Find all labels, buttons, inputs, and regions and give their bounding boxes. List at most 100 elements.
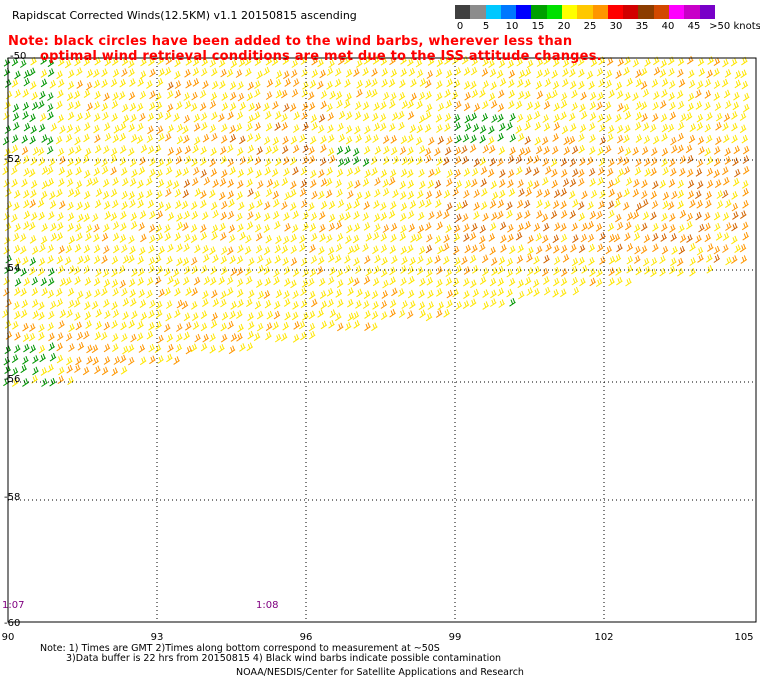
wind-barb [454, 146, 462, 156]
wind-barb [563, 136, 570, 146]
wind-barb [589, 101, 597, 111]
wind-barb [112, 287, 119, 297]
wind-barb [83, 244, 91, 254]
wind-barb [40, 277, 48, 287]
wind-barb [335, 179, 342, 188]
wind-barb [158, 133, 165, 142]
wind-barb [706, 254, 713, 263]
wind-barb [371, 68, 378, 77]
wind-barb [56, 332, 64, 341]
wind-barb [68, 235, 76, 245]
wind-barb [174, 309, 181, 318]
wind-barb [165, 312, 172, 322]
wind-barb [419, 78, 427, 87]
wind-barb [20, 267, 27, 277]
wind-barb [734, 168, 741, 178]
wind-barb [488, 59, 495, 69]
wind-barb [497, 89, 505, 99]
wind-barb [191, 158, 198, 167]
wind-barb [172, 268, 180, 278]
wind-barb [415, 58, 423, 68]
wind-barb [328, 222, 336, 232]
wind-barb [254, 156, 262, 166]
wind-barb [345, 92, 352, 102]
wind-barb [642, 88, 650, 98]
wind-barb [130, 212, 138, 222]
wind-barb [553, 222, 561, 232]
wind-barb [337, 299, 344, 308]
wind-barb [120, 222, 127, 232]
wind-barb [292, 166, 299, 176]
wind-barb [624, 92, 631, 101]
wind-barb [732, 177, 740, 187]
wind-barb [21, 146, 29, 156]
wind-barb [128, 123, 135, 133]
wind-barb [470, 279, 477, 289]
wind-barb [608, 267, 615, 277]
wind-barb [725, 199, 732, 209]
wind-barb [84, 301, 91, 311]
wind-barb [56, 70, 63, 80]
wind-barb [147, 125, 154, 135]
wind-barb [247, 321, 255, 330]
wind-barb [734, 70, 742, 80]
scale-label: 30 [609, 21, 623, 32]
wind-barb [560, 288, 567, 298]
wind-barb [345, 202, 352, 212]
wind-barb [22, 378, 29, 387]
wind-barb [103, 278, 111, 288]
wind-barb [372, 277, 380, 287]
wind-barb [103, 356, 111, 365]
wind-barb [183, 331, 190, 341]
wind-barb [172, 180, 180, 190]
wind-barb [56, 222, 64, 231]
wind-barb [14, 265, 21, 275]
wind-barb [444, 123, 451, 132]
wind-barb [374, 223, 381, 232]
wind-barb [347, 276, 354, 286]
wind-barb [374, 254, 381, 264]
scale-label: 10 [505, 21, 519, 32]
wind-barb [56, 342, 63, 352]
scale-swatch [653, 5, 669, 19]
wind-barb [626, 255, 634, 265]
wind-barb [47, 244, 54, 253]
footnote-line-1: Note: 1) Times are GMT 2)Times along bot… [40, 643, 440, 654]
wind-barb [128, 59, 135, 69]
wind-barb [380, 169, 388, 178]
wind-barb [238, 201, 245, 211]
wind-barb [50, 123, 58, 132]
wind-barb [112, 92, 119, 101]
wind-barb [732, 211, 739, 220]
wind-barb [194, 333, 201, 343]
wind-barb [183, 114, 191, 124]
wind-barb [525, 188, 532, 197]
wind-barb [507, 59, 515, 69]
lat-label-58: -58 [4, 492, 21, 503]
wind-barb [13, 202, 20, 211]
wind-barb [560, 223, 567, 232]
wind-barb [373, 200, 380, 209]
wind-barb [66, 92, 74, 102]
wind-barb [185, 287, 192, 296]
wind-barb [462, 213, 469, 222]
wind-barb [129, 158, 137, 168]
wind-barb [139, 70, 147, 80]
wind-barb [436, 80, 443, 90]
wind-barb [642, 198, 649, 208]
wind-barb [446, 178, 453, 187]
wind-barb [463, 233, 470, 242]
wind-barb [399, 191, 407, 200]
wind-barb [651, 147, 658, 157]
wind-barb [21, 178, 28, 188]
wind-barb [471, 167, 479, 177]
wind-barb [220, 68, 227, 78]
wind-barb [652, 243, 659, 253]
wind-barb [85, 232, 92, 242]
wind-barb [220, 211, 227, 221]
wind-barb [47, 289, 55, 299]
wind-barb [176, 299, 184, 309]
wind-barb [678, 78, 686, 88]
wind-barb [22, 155, 30, 164]
wind-barb [326, 67, 334, 76]
